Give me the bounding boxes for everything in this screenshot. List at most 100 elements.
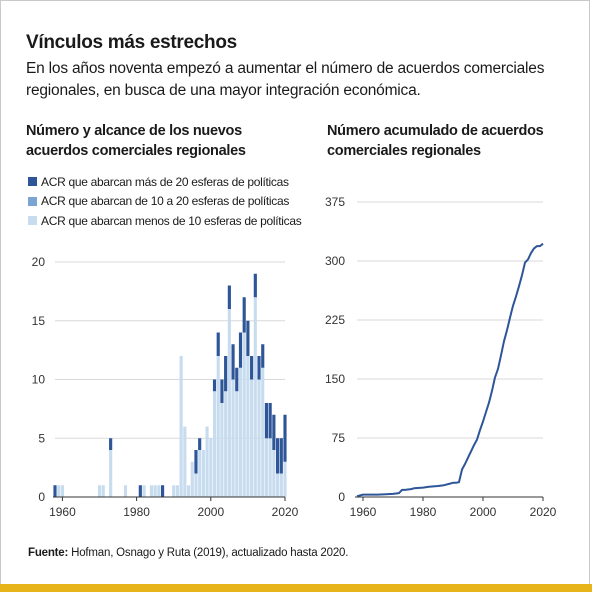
bar-segment bbox=[272, 450, 276, 497]
bar-segment bbox=[97, 485, 102, 497]
figure-subtitle: En los años noventa empezó a aumentar el… bbox=[26, 60, 545, 99]
legend-item-less-than-10: ACR que abarcan menos de 10 esferas de p… bbox=[28, 211, 302, 231]
bar-segment bbox=[220, 403, 224, 497]
bar-segment bbox=[257, 379, 261, 497]
bar-segment bbox=[264, 403, 269, 439]
bar-segment bbox=[183, 426, 187, 497]
line-x-tick-label: 2000 bbox=[470, 505, 497, 519]
bar-segment bbox=[198, 438, 202, 450]
bar-segment bbox=[109, 438, 113, 450]
bar-segment bbox=[250, 356, 254, 380]
source-text: Hofman, Osnago y Ruta (2019), actualizad… bbox=[71, 547, 349, 559]
bar-segment bbox=[224, 356, 228, 392]
bar-segment bbox=[53, 485, 57, 497]
bar-segment bbox=[172, 485, 176, 497]
legend-swatch-dark bbox=[28, 177, 37, 187]
bar-y-tick-label: 20 bbox=[32, 255, 46, 269]
bar-segment bbox=[257, 356, 261, 380]
bar-y-tick-label: 0 bbox=[38, 490, 45, 504]
bar-segment bbox=[157, 485, 161, 497]
bar-segment bbox=[194, 450, 198, 474]
bar-segment bbox=[238, 332, 243, 368]
bar-y-tick-label: 15 bbox=[32, 314, 46, 328]
bar-segment bbox=[268, 403, 272, 439]
bar-segment bbox=[264, 438, 269, 497]
bar-segment bbox=[201, 450, 205, 497]
bar-segment bbox=[227, 285, 231, 309]
bar-segment bbox=[209, 438, 213, 497]
bar-segment bbox=[149, 485, 154, 497]
bar-segment bbox=[283, 414, 287, 462]
figure-title: Vínculos más estrechos bbox=[26, 32, 237, 53]
bar-segment bbox=[101, 485, 105, 497]
bar-segment bbox=[283, 461, 287, 497]
bar-segment bbox=[253, 273, 257, 298]
bar-x-tick-label: 1980 bbox=[123, 505, 150, 519]
bar-segment bbox=[253, 297, 257, 497]
bar-segment bbox=[268, 438, 272, 497]
bar-segment bbox=[231, 344, 235, 380]
legend-item-10-to-20: ACR que abarcan de 10 a 20 esferas de po… bbox=[28, 192, 301, 212]
bar-x-tick-label: 2000 bbox=[197, 505, 224, 519]
bar-segment bbox=[250, 379, 254, 497]
bar-y-tick-label: 5 bbox=[38, 431, 45, 445]
source-label: Fuente: bbox=[28, 547, 69, 559]
legend-swatch-light bbox=[28, 216, 37, 226]
legend: ACR que abarcan más de 20 esferas de pol… bbox=[28, 172, 302, 231]
accent-bar bbox=[0, 584, 592, 592]
bar-segment bbox=[153, 485, 157, 497]
line-y-tick-label: 225 bbox=[325, 313, 345, 327]
bar-segment bbox=[109, 450, 113, 497]
line-y-tick-label: 300 bbox=[325, 254, 345, 268]
bar-segment bbox=[235, 367, 239, 392]
bar-segment bbox=[279, 438, 283, 474]
line-x-tick-label: 2020 bbox=[530, 505, 557, 519]
legend-item-more-than-20: ACR que abarcan más de 20 esferas de pol… bbox=[28, 172, 301, 192]
bar-segment bbox=[212, 391, 217, 497]
left-chart-title: Número y alcance de los nuevos acuerdos … bbox=[26, 123, 246, 159]
bar-x-tick-label: 2020 bbox=[272, 505, 299, 519]
legend-label: ACR que abarcan más de 20 esferas de pol… bbox=[41, 174, 289, 189]
bar-segment bbox=[60, 485, 64, 497]
legend-label: ACR que abarcan de 10 a 20 esferas de po… bbox=[41, 194, 290, 209]
bar-segment bbox=[242, 332, 246, 497]
bar-segment bbox=[190, 461, 194, 497]
bar-segment bbox=[212, 379, 217, 392]
right-chart-title: Número acumulado de acuerdos comerciales… bbox=[327, 123, 544, 159]
bar-segment bbox=[57, 485, 61, 497]
line-x-tick-label: 1980 bbox=[410, 505, 437, 519]
line-y-tick-label: 0 bbox=[338, 490, 345, 504]
legend-swatch-mid bbox=[28, 196, 37, 206]
bar-segment bbox=[161, 485, 165, 497]
bar-segment bbox=[216, 332, 220, 356]
bar-segment bbox=[238, 367, 243, 497]
bar-segment bbox=[123, 485, 128, 497]
bar-segment bbox=[227, 309, 231, 497]
bar-segment bbox=[231, 379, 235, 497]
bar-segment bbox=[276, 438, 280, 474]
line-x-tick-label: 1960 bbox=[350, 505, 377, 519]
bar-segment bbox=[138, 485, 142, 497]
bar-segment bbox=[242, 297, 246, 333]
legend-label: ACR que abarcan menos de 10 esferas de p… bbox=[41, 213, 302, 228]
bar-segment bbox=[276, 473, 280, 497]
bar-segment bbox=[246, 320, 250, 356]
bar-segment bbox=[272, 414, 276, 450]
line-y-tick-label: 75 bbox=[332, 431, 346, 445]
bar-segment bbox=[175, 485, 179, 497]
cumulative-series-line bbox=[356, 242, 544, 498]
line-y-tick-label: 375 bbox=[325, 195, 345, 209]
bar-segment bbox=[198, 450, 202, 497]
bar-segment bbox=[279, 473, 283, 497]
bar-segment bbox=[216, 356, 220, 497]
bar-segment bbox=[224, 391, 228, 497]
bar-segment bbox=[194, 473, 198, 497]
bar-x-tick-label: 1960 bbox=[49, 505, 76, 519]
source-note: Fuente: Hofman, Osnago y Ruta (2019), ac… bbox=[28, 547, 348, 559]
bar-segment bbox=[261, 367, 265, 497]
line-y-tick-label: 150 bbox=[325, 372, 345, 386]
bar-segment bbox=[235, 391, 239, 497]
